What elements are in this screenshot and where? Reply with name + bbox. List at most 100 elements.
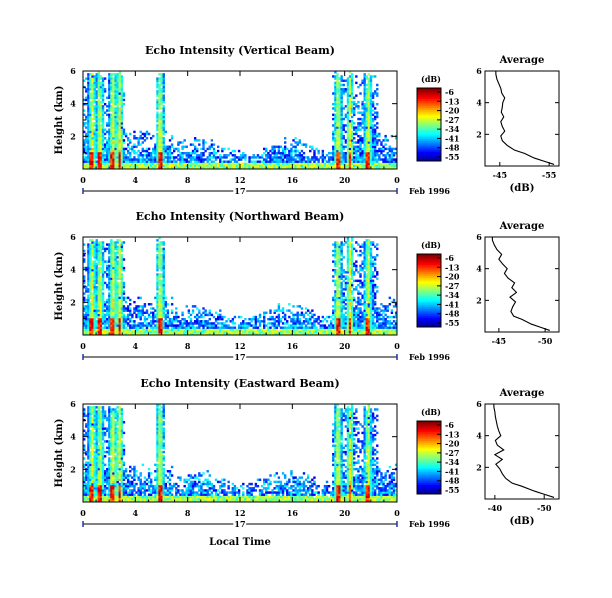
heatmap-cell <box>108 77 111 80</box>
heatmap-cell <box>147 166 151 170</box>
heatmap-cell <box>87 258 90 261</box>
heatmap-cell <box>269 309 272 312</box>
heatmap-cell <box>116 107 119 110</box>
heatmap-cell <box>367 122 371 125</box>
heatmap-cell <box>114 113 117 117</box>
heatmap-cell <box>363 130 366 134</box>
heatmap-cell <box>367 81 371 85</box>
heatmap-cell <box>336 113 339 117</box>
x-tick-label: 12 <box>234 175 245 185</box>
heatmap-cell <box>156 151 159 155</box>
heatmap-cell <box>89 111 92 114</box>
heatmap-cell <box>206 320 209 323</box>
heatmap-cell <box>346 275 350 278</box>
heatmap-cell <box>126 139 130 142</box>
heatmap-cell <box>298 164 301 168</box>
heatmap-cell <box>143 303 147 306</box>
heatmap-cell <box>120 130 124 134</box>
heatmap-cell <box>110 326 113 329</box>
heatmap-cell <box>110 307 113 310</box>
heatmap-cell <box>390 164 394 168</box>
heatmap-cell <box>120 294 124 297</box>
heatmap-cell <box>103 154 107 157</box>
heatmap-cell <box>233 330 237 334</box>
heatmap-cell <box>330 326 333 329</box>
heatmap-cell <box>85 117 88 121</box>
heatmap-cell <box>346 326 350 329</box>
heatmap-cell <box>87 113 90 117</box>
heatmap-cell <box>166 322 170 325</box>
heatmap-cell <box>367 279 371 283</box>
heatmap-cell <box>275 315 278 319</box>
heatmap-cell <box>158 249 161 253</box>
heatmap-cell <box>290 320 293 323</box>
heatmap-cell <box>156 92 159 95</box>
heatmap-cell <box>353 247 356 251</box>
heatmap-cell <box>357 322 360 325</box>
heatmap-cell <box>267 330 270 334</box>
heatmap-cell <box>373 134 377 138</box>
heatmap-cell <box>103 164 107 168</box>
heatmap-cell <box>273 156 276 159</box>
heatmap-cell <box>99 90 103 93</box>
heatmap-cell <box>334 332 337 336</box>
heatmap-cell <box>338 330 341 334</box>
heatmap-cell <box>101 139 105 142</box>
heatmap-cell <box>367 260 371 263</box>
heatmap-cell <box>371 124 375 127</box>
heatmap-cell <box>225 154 228 157</box>
heatmap-cell <box>340 305 343 308</box>
heatmap-cell <box>350 237 354 240</box>
heatmap-cell <box>248 164 251 168</box>
heatmap-cell <box>89 147 92 151</box>
heatmap-cell <box>91 313 94 317</box>
heatmap-cell <box>170 166 174 170</box>
heatmap-cell <box>361 122 364 125</box>
heatmap-cell <box>116 277 119 280</box>
heatmap-cell <box>355 328 358 332</box>
heatmap-cell <box>185 330 188 334</box>
heatmap-cell <box>183 151 186 155</box>
heatmap-cell <box>363 94 366 97</box>
heatmap-cell <box>95 307 98 310</box>
heatmap-cell <box>300 158 304 161</box>
heatmap-cell <box>108 243 111 246</box>
heatmap-cell <box>108 296 111 300</box>
heatmap-cell <box>346 247 350 251</box>
heatmap-cell <box>336 77 339 80</box>
heatmap-cell <box>342 107 345 110</box>
heatmap-cell <box>106 313 109 317</box>
heatmap-cell <box>330 151 333 155</box>
heatmap-cell <box>294 141 297 144</box>
heatmap-cell <box>162 307 165 310</box>
heatmap-cell <box>114 151 117 155</box>
heatmap-cell <box>152 164 155 168</box>
heatmap-cell <box>83 109 86 112</box>
heatmap-cell <box>338 300 341 304</box>
heatmap-cell <box>91 134 94 138</box>
heatmap-cell <box>156 315 159 319</box>
heatmap-cell <box>118 75 121 78</box>
heatmap-cell <box>120 249 124 253</box>
heatmap-cell <box>384 134 387 138</box>
heatmap-cell <box>244 156 247 159</box>
colorbar-segment <box>417 120 441 124</box>
heatmap-cell <box>118 164 121 168</box>
heatmap-cell <box>97 313 101 317</box>
heatmap-cell <box>227 164 230 168</box>
heatmap-cell <box>160 241 163 244</box>
heatmap-cell <box>168 156 172 159</box>
heatmap-cell <box>357 141 360 144</box>
heatmap-cell <box>290 162 293 166</box>
heatmap-cell <box>139 324 142 327</box>
heatmap-cell <box>252 162 255 166</box>
heatmap-cell <box>260 330 264 334</box>
heatmap-cell <box>271 147 274 151</box>
heatmap-cell <box>118 245 121 248</box>
heatmap-cell <box>244 330 247 334</box>
heatmap-cell <box>227 326 230 329</box>
day-label: 17 <box>234 186 245 196</box>
heatmap-cell <box>344 156 348 159</box>
heatmap-cell <box>164 330 168 334</box>
heatmap-cell <box>95 73 98 76</box>
